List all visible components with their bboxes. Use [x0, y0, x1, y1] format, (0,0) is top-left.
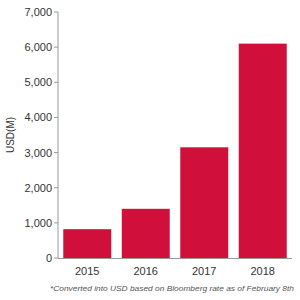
y-tick-label: 4,000 — [24, 111, 52, 123]
x-tick-label: 2015 — [75, 265, 99, 277]
y-tick — [54, 117, 58, 118]
bar — [122, 209, 170, 258]
y-tick-label: 0 — [46, 252, 52, 264]
y-tick — [54, 12, 58, 13]
y-tick — [54, 222, 58, 223]
y-tick-label: 5,000 — [24, 76, 52, 88]
x-tick-label: 2016 — [134, 265, 158, 277]
y-tick — [54, 47, 58, 48]
x-tick-label: 2017 — [192, 265, 216, 277]
x-axis-line — [58, 258, 292, 259]
y-tick-label: 6,000 — [24, 41, 52, 53]
x-tick-label: 2018 — [251, 265, 275, 277]
y-tick — [54, 187, 58, 188]
bar — [63, 229, 111, 258]
y-tick — [54, 82, 58, 83]
y-tick-label: 7,000 — [24, 6, 52, 18]
y-tick — [54, 152, 58, 153]
y-tick-label: 2,000 — [24, 182, 52, 194]
bar — [239, 44, 287, 258]
y-tick-label: 1,000 — [24, 217, 52, 229]
y-axis-label: USD(M) — [5, 117, 16, 153]
chart: 0 1,000 2,000 3,000 4,000 5,000 6,000 7,000 2015… — [0, 0, 300, 300]
y-axis-line — [58, 12, 59, 258]
bars — [63, 44, 286, 258]
footnote: *Converted into USD based on Bloomberg r… — [50, 284, 295, 293]
y-tick-label: 3,000 — [24, 147, 52, 159]
bar — [180, 147, 228, 258]
y-tick — [54, 258, 58, 259]
